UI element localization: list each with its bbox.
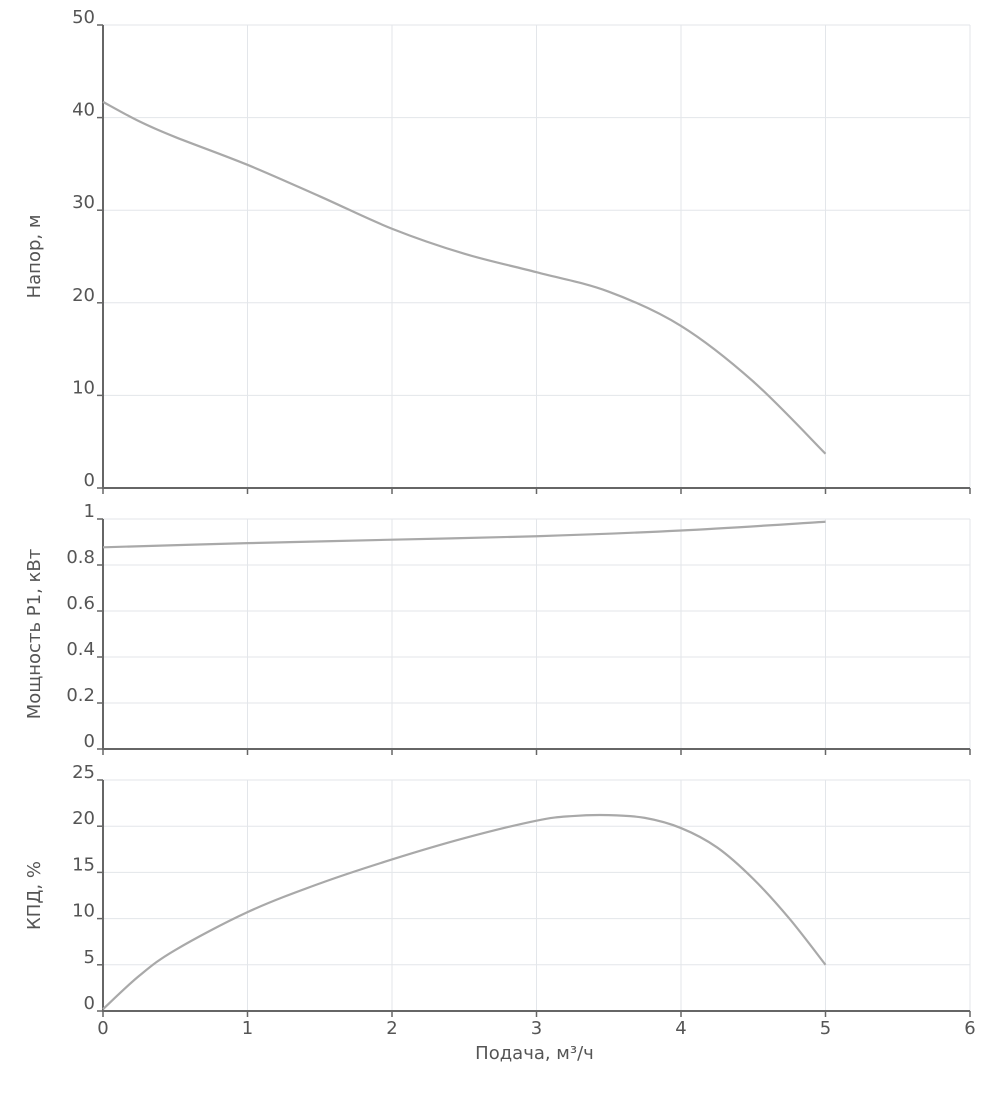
efficiency-x-tick-label-0: 0 bbox=[97, 1018, 108, 1039]
power-series-line-0 bbox=[102, 520, 826, 549]
power-y-tick-label-1: 0.2 bbox=[66, 685, 95, 706]
head-y-tick-label-0: 0 bbox=[84, 470, 95, 491]
efficiency-series-line-0 bbox=[102, 813, 827, 1010]
power-y-tick-label-3: 0.6 bbox=[66, 593, 95, 614]
head-y-tick-label-1: 10 bbox=[72, 377, 95, 398]
head-series-line-0 bbox=[102, 100, 827, 455]
power-y-axis-title: Мощность Р1, кВт bbox=[24, 549, 45, 719]
efficiency-x-tick-label-6: 6 bbox=[964, 1018, 975, 1039]
efficiency-x-tick-label-2: 2 bbox=[386, 1018, 397, 1039]
efficiency-x-axis-title: Подача, м³/ч bbox=[475, 1043, 594, 1064]
efficiency-x-tick-label-5: 5 bbox=[820, 1018, 831, 1039]
efficiency-y-tick-label-0: 0 bbox=[84, 993, 95, 1014]
head-y-tick-label-5: 50 bbox=[72, 7, 95, 28]
efficiency-y-tick-label-5: 25 bbox=[72, 762, 95, 783]
head-y-axis-title: Напор, м bbox=[24, 215, 45, 299]
efficiency-x-tick-label-3: 3 bbox=[531, 1018, 542, 1039]
head-y-tick-label-2: 20 bbox=[72, 285, 95, 306]
efficiency-y-axis-title: КПД, % bbox=[24, 861, 45, 930]
efficiency-y-tick-label-4: 20 bbox=[72, 808, 95, 829]
efficiency-y-tick-label-2: 10 bbox=[72, 901, 95, 922]
power-y-tick-label-5: 1 bbox=[84, 501, 95, 522]
power-y-tick-label-0: 0 bbox=[84, 731, 95, 752]
efficiency-y-tick-label-1: 5 bbox=[84, 947, 95, 968]
head-y-tick-label-4: 40 bbox=[72, 100, 95, 121]
efficiency-x-tick-label-4: 4 bbox=[675, 1018, 686, 1039]
head-y-tick-label-3: 30 bbox=[72, 192, 95, 213]
power-y-tick-label-4: 0.8 bbox=[66, 547, 95, 568]
power-y-tick-label-2: 0.4 bbox=[66, 639, 95, 660]
efficiency-y-tick-label-3: 15 bbox=[72, 854, 95, 875]
efficiency-x-tick-label-1: 1 bbox=[242, 1018, 253, 1039]
